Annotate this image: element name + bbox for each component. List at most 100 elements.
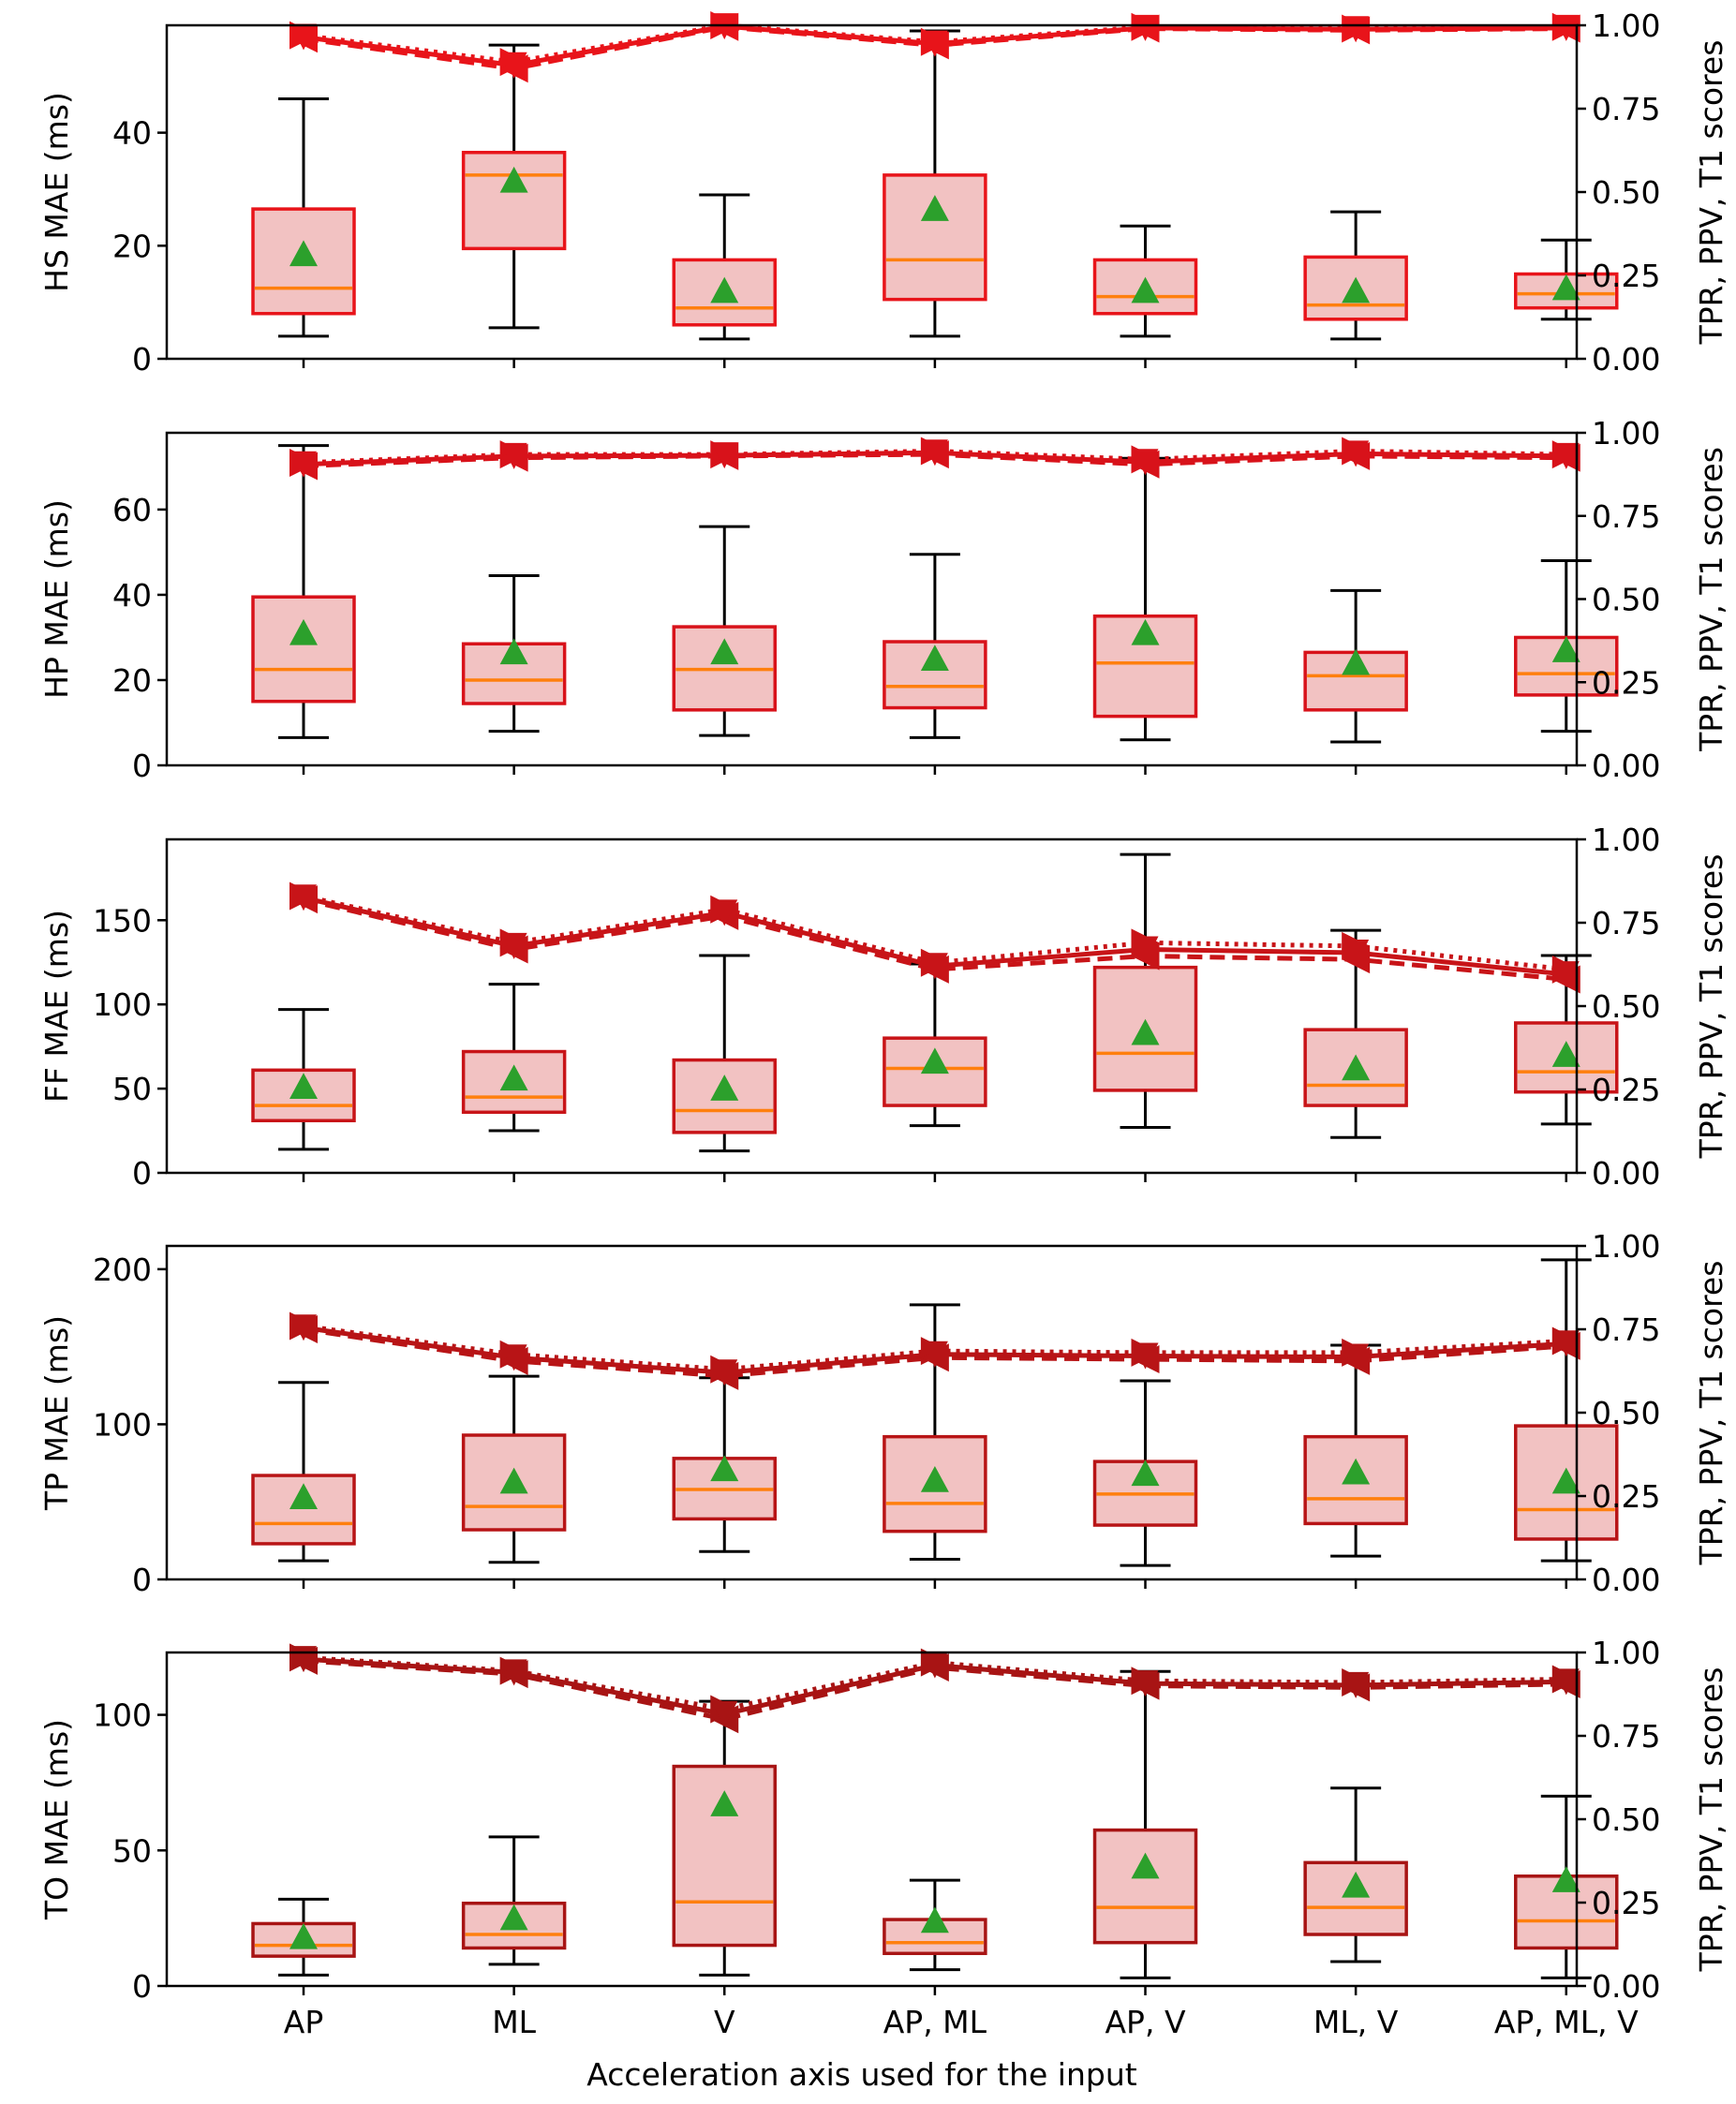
box-4 bbox=[883, 29, 987, 338]
t1-marker bbox=[1552, 442, 1580, 469]
box-iqr bbox=[1092, 258, 1198, 316]
t1-marker bbox=[711, 1700, 738, 1727]
box-2 bbox=[461, 1374, 567, 1564]
box-iqr bbox=[883, 173, 987, 302]
t1-marker bbox=[500, 52, 527, 79]
mean-marker bbox=[1551, 274, 1580, 301]
t1-marker bbox=[711, 442, 738, 469]
box-5 bbox=[1092, 852, 1198, 1129]
y2-tick-label: 0.50 bbox=[1592, 1801, 1660, 1838]
y-tick-label: 40 bbox=[112, 115, 152, 152]
mean-marker bbox=[710, 1790, 739, 1816]
t1-marker bbox=[921, 1652, 948, 1679]
mean-marker bbox=[1342, 648, 1371, 675]
y-axis-label: FF MAE (ms) bbox=[38, 910, 75, 1103]
box-5 bbox=[1092, 1669, 1198, 1979]
box-6 bbox=[1303, 1343, 1408, 1558]
y2-tick-label: 0.25 bbox=[1592, 1885, 1660, 1921]
t1-marker bbox=[1343, 1343, 1370, 1371]
t1-marker bbox=[711, 899, 738, 926]
box-6 bbox=[1303, 1786, 1408, 1963]
box-7 bbox=[1514, 238, 1619, 321]
y2-tick-label: 0.25 bbox=[1592, 1478, 1660, 1515]
mean-marker bbox=[1551, 1041, 1580, 1067]
box-6 bbox=[1303, 210, 1408, 341]
y-tick-label: 50 bbox=[112, 1071, 152, 1107]
mean-marker bbox=[499, 1904, 528, 1931]
mean-marker bbox=[920, 1906, 949, 1934]
box-7 bbox=[1514, 559, 1619, 733]
y2-tick-label: 0.50 bbox=[1592, 988, 1660, 1025]
plot-frame bbox=[165, 1244, 1579, 1581]
mean-marker bbox=[1551, 636, 1580, 662]
box-7 bbox=[1514, 954, 1619, 1126]
box-4 bbox=[883, 1878, 987, 1972]
box-2 bbox=[461, 573, 567, 733]
y-axis-label: TO MAE (ms) bbox=[38, 1719, 75, 1920]
y-tick-label: 0 bbox=[132, 1968, 152, 2005]
t1-marker bbox=[1552, 14, 1580, 41]
plot-frame bbox=[165, 431, 1579, 767]
y2-tick-label: 0.75 bbox=[1592, 498, 1660, 535]
box-6 bbox=[1303, 588, 1408, 744]
t1-marker bbox=[1343, 940, 1370, 967]
mean-marker bbox=[920, 1047, 949, 1074]
y2-tick-label: 0.50 bbox=[1592, 582, 1660, 618]
box-4 bbox=[883, 553, 987, 739]
t1-marker bbox=[1132, 14, 1159, 41]
box-7 bbox=[1514, 1794, 1619, 1979]
mean-marker bbox=[289, 1483, 319, 1509]
box-iqr bbox=[251, 595, 356, 704]
y-tick-label: 150 bbox=[93, 902, 152, 939]
t1-marker bbox=[1552, 1668, 1580, 1696]
y2-tick-label: 0.00 bbox=[1592, 748, 1660, 784]
y-axis-label: TP MAE (ms) bbox=[38, 1315, 75, 1511]
t1-marker bbox=[290, 23, 318, 51]
box-iqr bbox=[1303, 1028, 1408, 1107]
y2-tick-label: 1.00 bbox=[1592, 415, 1660, 452]
panels-container: 0 20 40 0.00 0.25 0.50 0.75 1.00 HS MAE (ms) TPR,… bbox=[38, 7, 1729, 2040]
box-3 bbox=[672, 525, 778, 737]
mean-marker bbox=[1131, 1018, 1160, 1045]
x-tick-label: ML bbox=[492, 2004, 536, 2040]
y-tick-label: 50 bbox=[112, 1832, 152, 1869]
y2-tick-label: 0.50 bbox=[1592, 1395, 1660, 1431]
t1-marker bbox=[1132, 936, 1159, 963]
y-axis-label: HP MAE (ms) bbox=[38, 499, 75, 699]
y-tick-label: 20 bbox=[112, 228, 152, 264]
panel-hp: 0 20 40 60 0.00 0.25 0.50 0.75 1.00 HP MAE (ms) TP… bbox=[38, 415, 1729, 784]
x-tick-label: AP, V bbox=[1105, 2004, 1185, 2040]
box-1 bbox=[251, 1381, 356, 1563]
panel-to: 0 50 100 0.00 0.25 0.50 0.75 1.00 TO MAE (ms) TPR… bbox=[38, 1635, 1729, 2005]
y2-axis-label: TPR, PPV, T1 scores bbox=[1693, 1261, 1729, 1566]
box-iqr bbox=[883, 1434, 987, 1534]
y-tick-label: 40 bbox=[112, 577, 152, 614]
y2-tick-label: 0.25 bbox=[1592, 664, 1660, 701]
y2-tick-label: 0.00 bbox=[1592, 1155, 1660, 1192]
y2-tick-label: 1.00 bbox=[1592, 1228, 1660, 1265]
t1-marker bbox=[1552, 961, 1580, 988]
box-5 bbox=[1092, 224, 1198, 338]
mean-marker bbox=[499, 166, 528, 193]
y2-tick-label: 0.00 bbox=[1592, 1562, 1660, 1598]
t1-marker bbox=[1132, 1342, 1159, 1370]
mean-marker bbox=[1342, 276, 1371, 304]
x-tick-label: ML, V bbox=[1313, 2004, 1399, 2040]
x-axis-label: Acceleration axis used for the input bbox=[586, 2056, 1136, 2093]
t1-marker bbox=[921, 439, 948, 467]
y2-tick-label: 0.00 bbox=[1592, 1968, 1660, 2005]
t1-marker bbox=[921, 1341, 948, 1368]
box-2 bbox=[461, 1835, 567, 1966]
box-6 bbox=[1303, 928, 1408, 1139]
box-4 bbox=[883, 1303, 987, 1561]
y-tick-label: 0 bbox=[132, 748, 152, 784]
x-tick-label: AP, ML, V bbox=[1494, 2004, 1639, 2040]
mean-marker bbox=[1131, 618, 1160, 645]
box-2 bbox=[461, 983, 567, 1133]
mean-marker bbox=[710, 1455, 739, 1482]
mean-marker bbox=[920, 645, 949, 671]
t1-marker bbox=[1132, 1670, 1159, 1697]
box-3 bbox=[672, 954, 778, 1153]
y-axis-label: HS MAE (ms) bbox=[38, 92, 75, 292]
